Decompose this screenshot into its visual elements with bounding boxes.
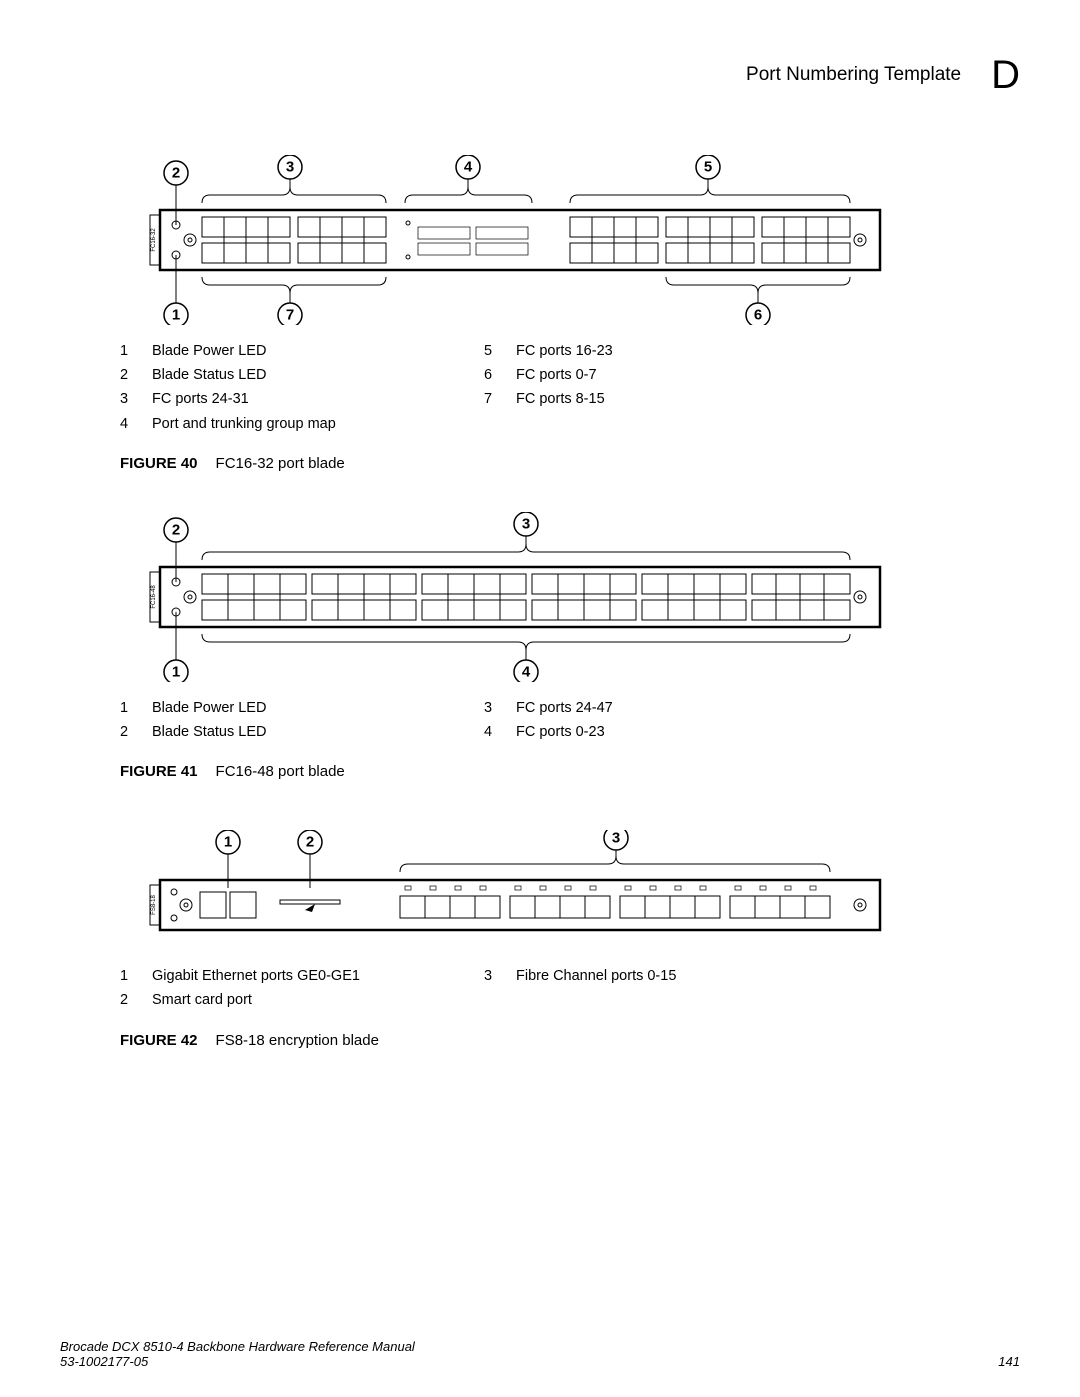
figure-41: FC16-48 — [60, 512, 1020, 780]
footer-page: 141 — [998, 1354, 1020, 1369]
page-header: Port Numbering Template D — [60, 55, 1020, 95]
svg-text:1: 1 — [172, 307, 180, 324]
svg-text:5: 5 — [704, 159, 712, 176]
figure-40-caption: FIGURE 40FC16-32 port blade — [120, 455, 1020, 472]
svg-text:2: 2 — [306, 834, 314, 851]
figure-40-diagram: FC16-32 — [140, 155, 1020, 330]
svg-text:4: 4 — [522, 663, 531, 680]
svg-text:7: 7 — [286, 307, 294, 324]
page-footer: Brocade DCX 8510-4 Backbone Hardware Ref… — [60, 1339, 1020, 1369]
svg-text:FC16-48: FC16-48 — [151, 584, 157, 608]
svg-text:6: 6 — [754, 307, 762, 324]
svg-text:1: 1 — [224, 834, 232, 851]
figure-42-caption: FIGURE 42FS8-18 encryption blade — [120, 1032, 1020, 1049]
figure-41-diagram: FC16-48 — [140, 512, 1020, 687]
header-letter: D — [991, 55, 1020, 95]
svg-text:1: 1 — [172, 663, 180, 680]
svg-text:3: 3 — [522, 515, 530, 532]
figure-42: FS8-18 — [60, 830, 1020, 1048]
svg-text:FS8-18: FS8-18 — [151, 895, 157, 915]
figure-41-caption: FIGURE 41FC16-48 port blade — [120, 763, 1020, 780]
svg-text:4: 4 — [464, 159, 473, 176]
svg-text:2: 2 — [172, 165, 180, 182]
figure-41-legend: 1Blade Power LED3FC ports 24-47 2Blade S… — [120, 697, 800, 745]
header-title: Port Numbering Template — [746, 64, 961, 86]
svg-text:2: 2 — [172, 521, 180, 538]
footer-left: Brocade DCX 8510-4 Backbone Hardware Ref… — [60, 1339, 415, 1369]
page: Port Numbering Template D FC16-32 — [0, 0, 1080, 1397]
figure-42-diagram: FS8-18 — [140, 830, 1020, 955]
svg-text:3: 3 — [286, 159, 294, 176]
figure-40: FC16-32 — [60, 155, 1020, 472]
figure-40-legend: 1Blade Power LED5FC ports 16-23 2Blade S… — [120, 340, 800, 437]
figure-42-legend: 1Gigabit Ethernet ports GE0-GE13Fibre Ch… — [120, 965, 800, 1013]
svg-text:FC16-32: FC16-32 — [151, 228, 157, 252]
svg-text:3: 3 — [612, 830, 620, 847]
